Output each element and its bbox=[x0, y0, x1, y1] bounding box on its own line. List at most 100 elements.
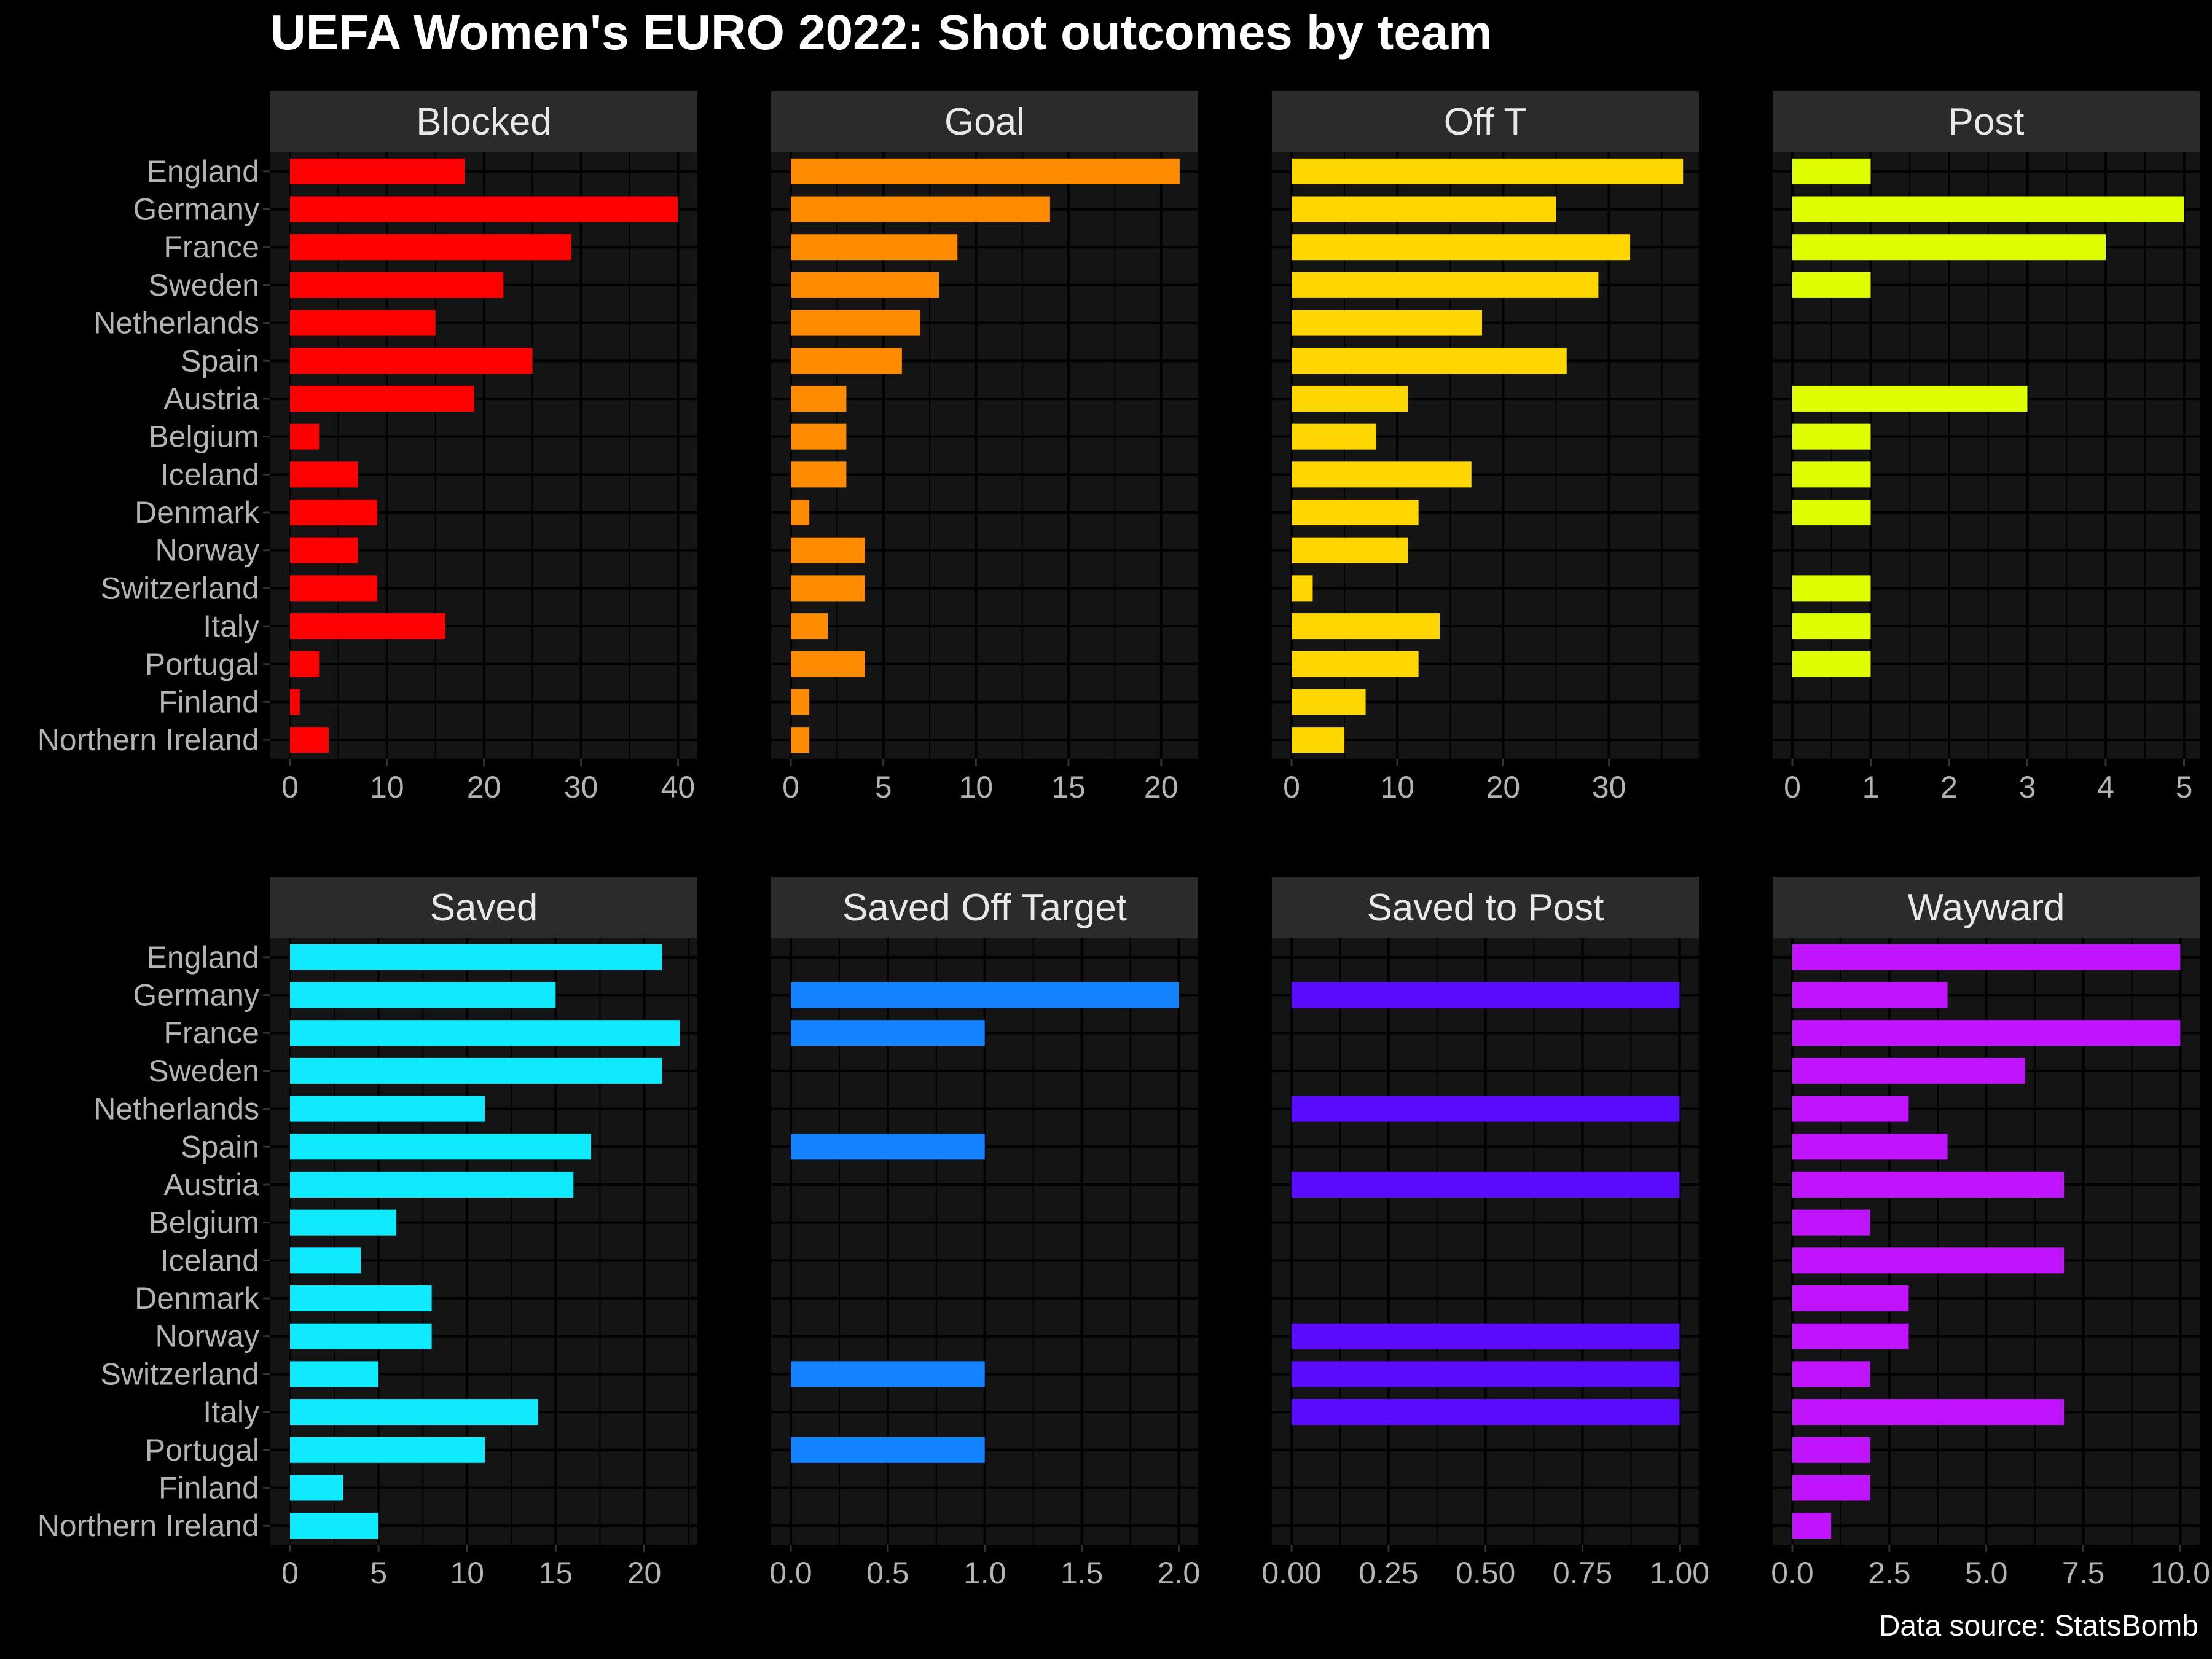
bar-blocked-iceland bbox=[290, 461, 358, 488]
bar-goal-denmark bbox=[791, 500, 810, 526]
facet-strip bbox=[771, 877, 1198, 938]
facet-strip-label: Saved to Post bbox=[1367, 887, 1604, 929]
bar-off-t-northern-ireland bbox=[1292, 727, 1345, 753]
facet-wayward: Wayward 0.0 2.5 5.0 7.5 10.0 bbox=[1771, 877, 2210, 1590]
bar-saved-spain bbox=[290, 1134, 592, 1160]
x-tick-label: 15 bbox=[539, 1556, 573, 1590]
y-tick-label: Finland bbox=[159, 1470, 259, 1505]
y-tick-label: Netherlands bbox=[93, 1092, 259, 1126]
bar-off-t-finland bbox=[1292, 689, 1366, 715]
bar-saved-france bbox=[290, 1020, 680, 1046]
bar-post-france bbox=[1792, 234, 2106, 261]
bar-saved-finland bbox=[290, 1475, 343, 1501]
y-tick-label: Denmark bbox=[135, 495, 260, 530]
bar-saved-iceland bbox=[290, 1247, 361, 1274]
bar-goal-sweden bbox=[791, 272, 939, 298]
bar-saved-sweden bbox=[290, 1057, 662, 1084]
facet-strip bbox=[771, 91, 1198, 152]
x-tick-label: 0.75 bbox=[1553, 1556, 1612, 1590]
bar-goal-spain bbox=[791, 348, 902, 374]
x-tick-label: 40 bbox=[661, 770, 696, 804]
y-tick-label: England bbox=[147, 940, 260, 975]
x-tick-label: 10 bbox=[370, 770, 404, 804]
y-tick-label: Austria bbox=[163, 382, 259, 416]
bar-wayward-spain bbox=[1792, 1134, 1948, 1160]
y-tick-label: Netherlands bbox=[93, 306, 259, 340]
bar-goal-belgium bbox=[791, 423, 847, 450]
bar-saved-netherlands bbox=[290, 1096, 485, 1122]
bar-saved-portugal bbox=[290, 1437, 485, 1463]
bar-wayward-norway bbox=[1792, 1323, 1909, 1349]
bar-blocked-netherlands bbox=[290, 310, 436, 336]
bar-goal-england bbox=[791, 158, 1180, 184]
y-tick-label: Portugal bbox=[145, 647, 259, 681]
bar-blocked-spain bbox=[290, 348, 533, 374]
bar-wayward-northern-ireland bbox=[1792, 1513, 1832, 1539]
bar-goal-netherlands bbox=[791, 310, 920, 336]
bar-saved-off-target-germany bbox=[791, 982, 1179, 1008]
x-tick-label: 3 bbox=[2019, 770, 2036, 804]
bar-blocked-denmark bbox=[290, 500, 378, 526]
bar-post-iceland bbox=[1792, 461, 1871, 488]
bar-saved-to-post-austria bbox=[1292, 1171, 1680, 1198]
bar-saved-to-post-switzerland bbox=[1292, 1361, 1680, 1387]
bar-blocked-sweden bbox=[290, 272, 504, 298]
bar-off-t-spain bbox=[1292, 348, 1567, 374]
y-tick-label: Austria bbox=[163, 1167, 259, 1202]
bar-wayward-sweden bbox=[1792, 1057, 2025, 1084]
y-tick-label: Spain bbox=[181, 1129, 259, 1164]
y-tick-label: Finland bbox=[159, 684, 259, 719]
bar-goal-finland bbox=[791, 689, 810, 715]
bar-saved-to-post-italy bbox=[1292, 1399, 1680, 1426]
bar-post-portugal bbox=[1792, 651, 1871, 677]
x-tick-label: 0 bbox=[782, 770, 799, 804]
y-tick-label: Switzerland bbox=[101, 571, 259, 605]
x-tick-label: 10 bbox=[959, 770, 994, 804]
x-tick-label: 30 bbox=[564, 770, 598, 804]
y-tick-label: Germany bbox=[133, 192, 259, 227]
bar-off-t-portugal bbox=[1292, 651, 1419, 677]
bar-saved-switzerland bbox=[290, 1361, 379, 1387]
bar-saved-off-target-france bbox=[791, 1020, 985, 1046]
bar-saved-off-target-portugal bbox=[791, 1437, 985, 1463]
y-tick-label: France bbox=[163, 1016, 259, 1050]
bar-goal-norway bbox=[791, 537, 865, 563]
bar-goal-germany bbox=[791, 196, 1050, 222]
facet-strip bbox=[1272, 91, 1699, 152]
bar-post-italy bbox=[1792, 613, 1871, 640]
facet-strip-label: Post bbox=[1948, 101, 2024, 143]
bar-post-sweden bbox=[1792, 272, 1871, 298]
facet-strip-label: Wayward bbox=[1907, 887, 2065, 929]
bar-off-t-belgium bbox=[1292, 423, 1376, 450]
bar-goal-switzerland bbox=[791, 575, 865, 602]
y-tick-label: Northern Ireland bbox=[37, 723, 259, 757]
bar-wayward-portugal bbox=[1792, 1437, 1870, 1463]
bar-goal-iceland bbox=[791, 461, 847, 488]
chart-title: UEFA Women's EURO 2022: Shot outcomes by… bbox=[270, 5, 1492, 60]
x-tick-label: 1.0 bbox=[963, 1556, 1006, 1590]
bar-blocked-germany bbox=[290, 196, 678, 222]
bar-blocked-italy bbox=[290, 613, 445, 640]
y-tick-label: Denmark bbox=[135, 1281, 260, 1316]
x-tick-label: 15 bbox=[1051, 770, 1086, 804]
bar-wayward-france bbox=[1792, 1020, 2181, 1046]
x-tick-label: 0 bbox=[1283, 770, 1300, 804]
x-tick-label: 10 bbox=[450, 1556, 484, 1590]
bar-saved-denmark bbox=[290, 1285, 432, 1312]
bar-goal-portugal bbox=[791, 651, 865, 677]
bar-saved-off-target-switzerland bbox=[791, 1361, 985, 1387]
x-tick-label: 2 bbox=[1940, 770, 1958, 804]
bar-wayward-england bbox=[1792, 944, 2181, 970]
facet-strip bbox=[1272, 877, 1699, 938]
bar-saved-belgium bbox=[290, 1209, 396, 1236]
data-source-caption: Data source: StatsBomb bbox=[1879, 1610, 2198, 1642]
bar-saved-to-post-germany bbox=[1292, 982, 1680, 1008]
x-tick-label: 10.0 bbox=[2151, 1556, 2210, 1590]
bar-saved-austria bbox=[290, 1171, 574, 1198]
bar-blocked-northern-ireland bbox=[290, 727, 329, 753]
facet-saved-off-target: Saved Off Target 0.0 0.5 1.0 1.5 2.0 bbox=[769, 877, 1200, 1590]
bar-blocked-france bbox=[290, 234, 571, 261]
